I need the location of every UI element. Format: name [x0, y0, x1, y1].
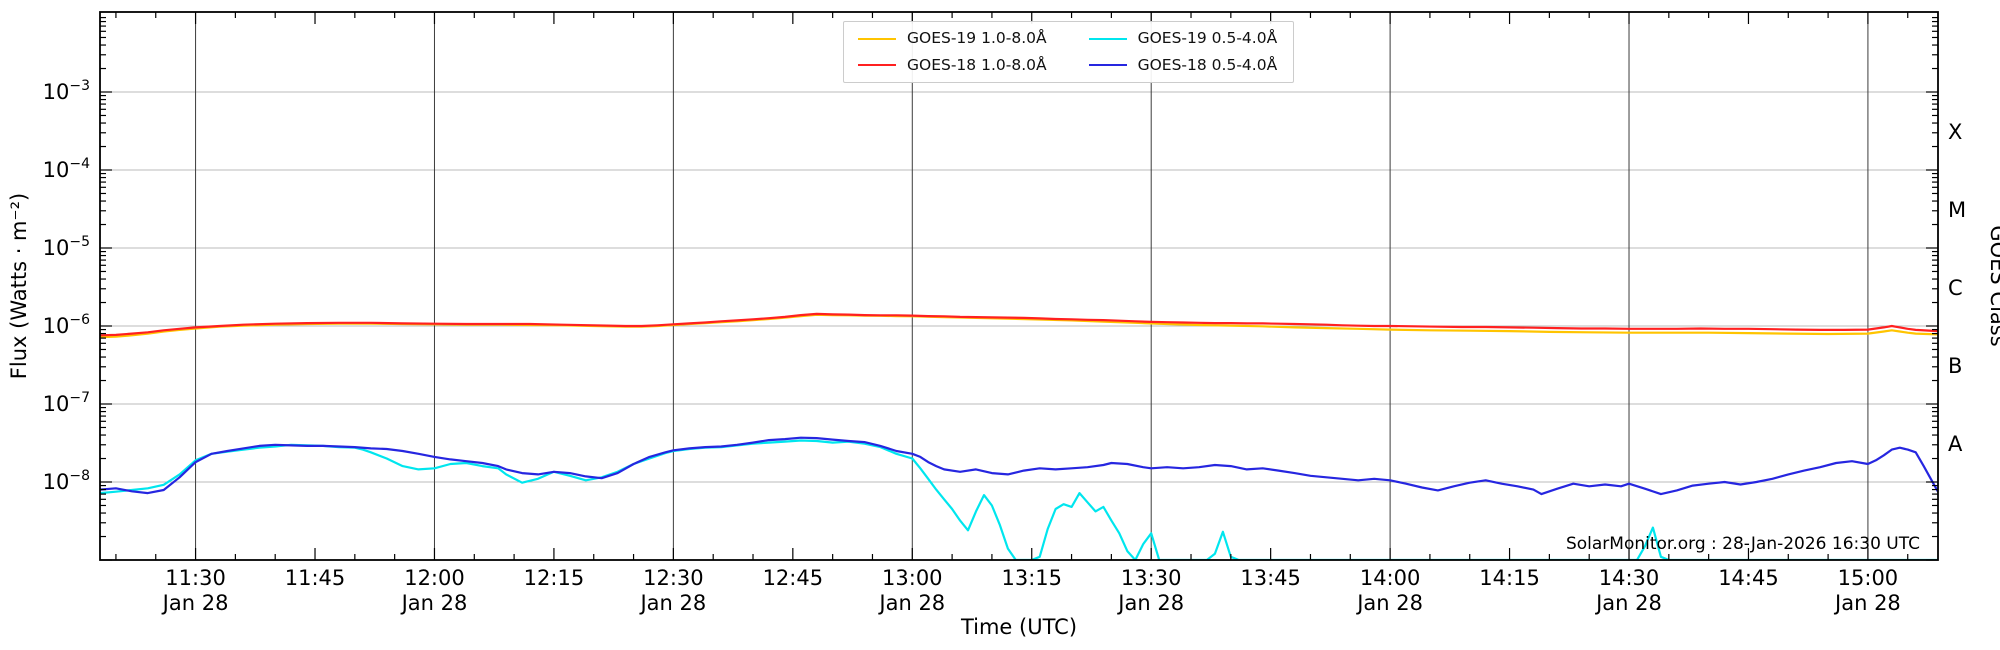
- x-tick-label: 12:00: [404, 566, 465, 590]
- y-tick-label: 10−3: [43, 78, 90, 104]
- grid-layer: [100, 12, 1938, 560]
- right-axis-title: GOES Class: [1986, 225, 2000, 346]
- legend-line-sample-goes19-short: [1088, 37, 1127, 40]
- x-tick-label: 12:15: [524, 566, 585, 590]
- plot-border: [99, 11, 1939, 561]
- goes-class-label: C: [1948, 276, 1963, 300]
- axis-layer: [99, 11, 1939, 561]
- x-axis-title: Time (UTC): [960, 615, 1077, 639]
- x-tick-label: 12:30: [643, 566, 704, 590]
- legend-line-sample-goes19-long: [858, 37, 896, 40]
- legend-label: GOES-19 1.0-8.0Å: [907, 29, 1047, 47]
- legend-line-sample-goes18-short: [1088, 64, 1127, 67]
- goes-class-label: M: [1948, 198, 1966, 222]
- legend-item-goes19-long: GOES-19 1.0-8.0Å: [858, 29, 1047, 47]
- x-tick-sublabel: Jan 28: [1594, 591, 1662, 615]
- x-tick-label: 13:15: [1001, 566, 1062, 590]
- x-tick-sublabel: Jan 28: [1355, 591, 1423, 615]
- legend-line-sample-goes18-long: [858, 64, 896, 67]
- x-tick-sublabel: Jan 28: [877, 591, 945, 615]
- y-axis-title: Flux (Watts · m⁻²): [7, 193, 31, 379]
- goes-class-label: B: [1948, 354, 1962, 378]
- x-tick-label: 11:30: [165, 566, 226, 590]
- legend-item-goes18-long: GOES-18 1.0-8.0Å: [858, 55, 1047, 74]
- x-tick-sublabel: Jan 28: [638, 591, 706, 615]
- legend-item-goes18-short: GOES-18 0.5-4.0Å: [1088, 55, 1278, 74]
- goes-class-label: X: [1948, 120, 1962, 144]
- x-tick-sublabel: Jan 28: [1833, 591, 1901, 615]
- x-tick-label: 15:00: [1838, 566, 1899, 590]
- x-tick-label: 12:45: [763, 566, 824, 590]
- x-tick-label: 14:15: [1479, 566, 1540, 590]
- x-tick-label: 14:45: [1718, 566, 1779, 590]
- x-tick-sublabel: Jan 28: [1116, 591, 1184, 615]
- x-tick-sublabel: Jan 28: [161, 591, 229, 615]
- x-tick-sublabel: Jan 28: [400, 591, 468, 615]
- y-tick-label: 10−7: [43, 390, 90, 416]
- y-tick-label: 10−5: [43, 234, 90, 260]
- series-line-3: [100, 436, 1938, 496]
- x-tick-label: 13:30: [1121, 566, 1182, 590]
- series-line-1: [100, 312, 1938, 337]
- y-tick-label: 10−6: [43, 312, 90, 338]
- watermark-annotation: SolarMonitor.org : 28-Jan-2026 16:30 UTC: [1566, 534, 1920, 554]
- x-tick-label: 14:30: [1599, 566, 1660, 590]
- y-tick-label: 10−8: [43, 468, 90, 494]
- x-tick-label: 11:45: [285, 566, 346, 590]
- goes-class-label: A: [1948, 432, 1963, 456]
- legend: GOES-19 1.0-8.0Å GOES-18 1.0-8.0Å GOES-1…: [843, 21, 1295, 83]
- series-line-2: [100, 439, 1938, 560]
- x-tick-label: 13:00: [882, 566, 943, 590]
- legend-item-goes19-short: GOES-19 0.5-4.0Å: [1088, 29, 1278, 47]
- legend-label: GOES-18 0.5-4.0Å: [1137, 55, 1278, 74]
- x-tick-label: 14:00: [1360, 566, 1421, 590]
- y-tick-label: 10−4: [43, 156, 90, 182]
- x-tick-label: 13:45: [1240, 566, 1301, 590]
- series-layer: [100, 312, 1938, 560]
- legend-label: GOES-18 1.0-8.0Å: [907, 55, 1047, 74]
- legend-label: GOES-19 0.5-4.0Å: [1137, 29, 1278, 47]
